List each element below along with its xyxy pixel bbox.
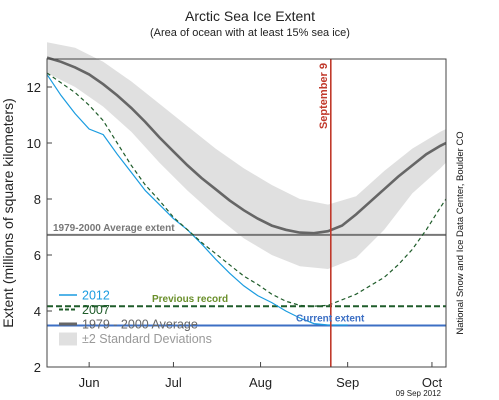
legend-swatch-std-band (59, 332, 77, 346)
chart-subtitle: (Area of ocean with at least 15% sea ice… (150, 27, 350, 39)
y-axis-label: Extent (millions of square kilometers) (0, 98, 16, 328)
y-tick-label: 2 (34, 360, 41, 375)
series-line-0 (46, 74, 348, 326)
annotation-previous-record: Previous record (152, 294, 228, 305)
chart-title: Arctic Sea Ice Extent (185, 8, 315, 24)
y-tick-label: 12 (27, 80, 41, 95)
x-tick-label: Aug (249, 375, 272, 390)
september-marker-label: September 9 (318, 63, 330, 129)
y-tick-label: 8 (34, 192, 41, 207)
y-tick-label: 10 (27, 136, 41, 151)
reference-lines-layer (47, 233, 446, 327)
y-tick-label: 6 (34, 248, 41, 263)
legend-label-3: ±2 Standard Deviations (82, 332, 212, 346)
legend-label-2: 1979 - 2000 Average (82, 318, 198, 332)
series-line-1 (46, 72, 447, 307)
annotation-current-extent: Current extent (296, 314, 365, 325)
x-tick-label: Sep (336, 375, 359, 390)
series-line-2 (46, 56, 447, 235)
legend-label-0: 2012 (82, 289, 110, 303)
credit-text: National Snow and Ice Data Center, Bould… (455, 131, 466, 334)
annotations-layer: 1979-2000 Average extent Previous record C… (53, 223, 365, 325)
x-tick-label: Oct (422, 375, 443, 390)
y-tick-label: 4 (34, 304, 41, 319)
plot-frame (46, 58, 447, 368)
vertical-marker-layer: September 9 (318, 59, 332, 367)
x-tick-label: Jul (165, 375, 182, 390)
series-layer (46, 56, 447, 326)
date-stamp: 09 Sep 2012 (396, 389, 442, 398)
annotation-avg-extent: 1979-2000 Average extent (53, 223, 175, 234)
std-band-layer (47, 42, 446, 270)
x-tick-label: Jun (79, 375, 100, 390)
std-band-area (47, 42, 446, 270)
axes-layer: 2 4 6 8 10 12 Jun Jul Aug Sep Oct (27, 58, 447, 390)
legend-label-1: 2007 (82, 303, 110, 317)
